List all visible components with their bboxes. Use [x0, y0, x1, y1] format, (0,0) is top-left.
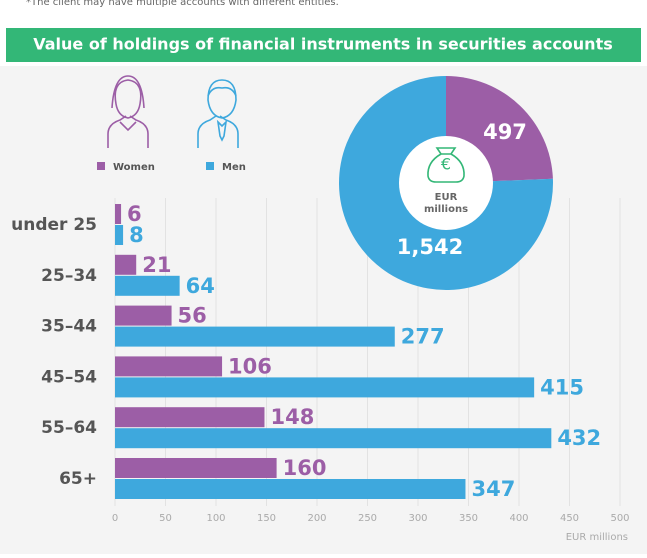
legend-swatch [97, 162, 105, 170]
value-label: 160 [283, 456, 327, 480]
legend-label: Women [113, 162, 155, 173]
x-tick-label: 100 [206, 513, 225, 524]
bar [115, 254, 137, 275]
bar [115, 407, 265, 428]
value-label: 6 [127, 202, 142, 226]
x-axis-label: EUR millions [566, 532, 628, 543]
x-tick-label: 250 [358, 513, 377, 524]
bar [115, 225, 124, 245]
y-tick-label: 25–34 [41, 266, 97, 286]
donut-center-label: EUR [435, 192, 458, 203]
bar [115, 356, 223, 377]
x-tick-label: 450 [560, 513, 579, 524]
x-tick-label: 400 [509, 513, 528, 524]
value-label: 277 [401, 325, 445, 349]
men-icon [197, 79, 239, 148]
chart-title: Value of holdings of financial instrumen… [33, 35, 613, 54]
value-label: 106 [228, 354, 272, 378]
x-tick-label: 350 [459, 513, 478, 524]
y-tick-label: 35–44 [41, 317, 97, 337]
title-banner [6, 28, 641, 62]
bar [115, 204, 122, 224]
value-label: 64 [186, 274, 215, 298]
bar [115, 458, 277, 478]
bar [115, 377, 535, 398]
bar [115, 326, 395, 347]
bar [115, 305, 172, 326]
legend-swatch [206, 162, 214, 170]
x-tick-label: 150 [257, 513, 276, 524]
donut-center-label: millions [424, 204, 468, 215]
x-tick-label: 500 [610, 513, 629, 524]
donut-hole [399, 136, 493, 230]
y-tick-label: 55–64 [41, 418, 97, 438]
value-label: 8 [129, 223, 144, 247]
y-tick-label: 65+ [59, 469, 97, 489]
y-tick-label: under 25 [11, 215, 97, 235]
euro-sign: € [441, 155, 451, 174]
x-tick-label: 50 [159, 513, 172, 524]
value-label: 21 [142, 253, 171, 277]
x-tick-label: 200 [307, 513, 326, 524]
bag [427, 147, 465, 183]
x-tick-label: 0 [112, 513, 118, 524]
money-bag-icon: € [427, 147, 465, 183]
women-icon [107, 75, 149, 148]
donut-label: 497 [483, 120, 527, 144]
note: *The client may have multiple accounts w… [26, 0, 339, 8]
value-label: 347 [471, 477, 515, 501]
bar [115, 275, 180, 296]
y-tick-label: 45–54 [41, 367, 97, 387]
value-label: 148 [270, 405, 314, 429]
bar [115, 479, 466, 499]
value-label: 432 [557, 426, 601, 450]
bar [115, 428, 552, 449]
x-tick-label: 300 [408, 513, 427, 524]
donut-label: 1,542 [397, 235, 463, 259]
value-label: 56 [178, 304, 207, 328]
legend-label: Men [222, 162, 246, 173]
value-label: 415 [540, 375, 584, 399]
